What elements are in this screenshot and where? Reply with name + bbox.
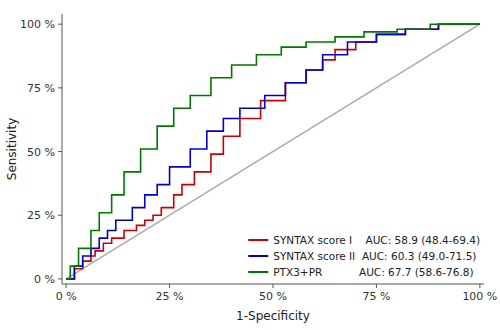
legend-swatch [248, 271, 268, 273]
plot-area [66, 24, 480, 279]
y-tick [58, 215, 62, 216]
roc-line [66, 24, 480, 279]
y-tick [58, 87, 62, 88]
x-tick [273, 284, 274, 288]
x-tick [376, 284, 377, 288]
x-axis-label: 1-Specificity [236, 309, 310, 323]
y-tick [58, 24, 62, 25]
x-tick [479, 284, 480, 288]
y-tick [58, 151, 62, 152]
x-tick-label: 75 % [362, 290, 390, 303]
x-tick [66, 284, 67, 288]
legend-swatch [248, 239, 268, 241]
y-tick-label: 75 % [27, 82, 55, 95]
y-axis-label: Sensitivity [5, 118, 19, 180]
legend: SYNTAX score I AUC: 58.9 (48.4-69.4) SYNT… [248, 234, 480, 278]
x-tick-label: 25 % [156, 290, 184, 303]
legend-label: SYNTAX score I AUC: 58.9 (48.4-69.4) [273, 234, 480, 246]
y-tick [58, 278, 62, 279]
legend-label: SYNTAX score II AUC: 60.3 (49.0-71.5) [273, 250, 476, 262]
x-tick-label: 100 % [462, 290, 497, 303]
roc-line [66, 24, 480, 279]
legend-swatch [248, 255, 268, 257]
reference-line [66, 24, 480, 279]
legend-label: PTX3+PR AUC: 67.7 (58.6-76.8) [273, 266, 473, 278]
y-axis-line [62, 14, 63, 284]
x-tick-label: 0 % [56, 290, 77, 303]
roc-line [66, 24, 480, 279]
y-tick-label: 25 % [27, 209, 55, 222]
y-tick-label: 50 % [27, 146, 55, 159]
y-tick-label: 0 % [34, 273, 55, 286]
y-tick-label: 100 % [20, 18, 55, 31]
x-tick-label: 50 % [259, 290, 287, 303]
x-tick [169, 284, 170, 288]
chart: 0 % 25 % 50 % 75 % 100 % 0 % 25 % 50 % 75 % 100 %… [0, 0, 500, 330]
